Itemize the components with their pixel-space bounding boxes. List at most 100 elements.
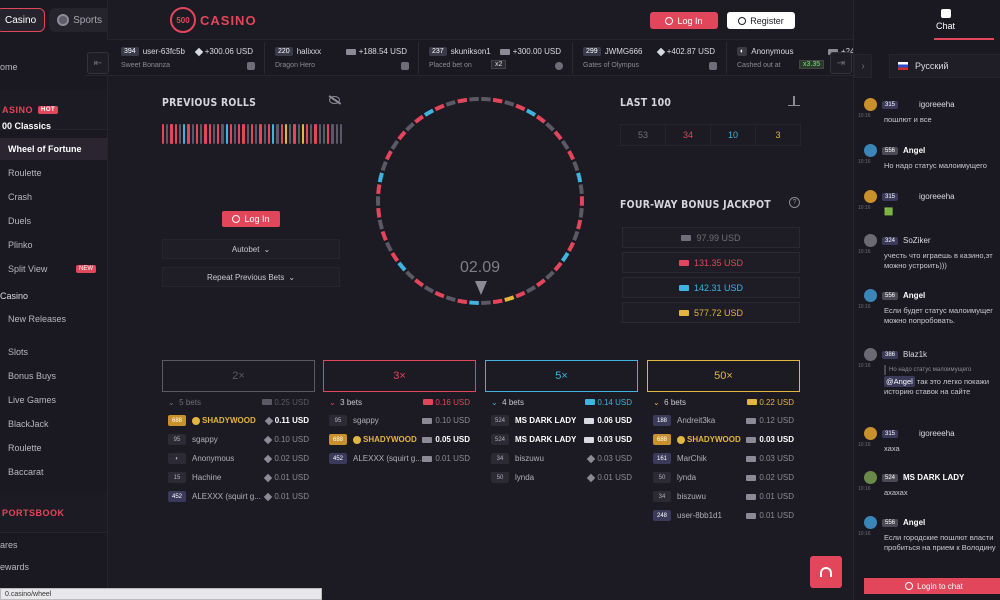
avatar[interactable] (864, 348, 877, 361)
sidebar-item-label: Roulette (8, 168, 42, 178)
sidebar-item-new-releases[interactable]: New Releases (0, 308, 107, 330)
avatar[interactable] (864, 234, 877, 247)
avatar[interactable] (864, 427, 877, 440)
ticker-card[interactable]: 220 halixxx +188.54 USD Dragon Hero (269, 42, 419, 74)
help-icon[interactable]: ? (789, 197, 800, 208)
sidebar-casino-section[interactable]: Casino (0, 285, 100, 307)
message-username[interactable]: Angel (903, 291, 926, 300)
bet-column-button[interactable]: 2× (162, 360, 315, 392)
ticker-card[interactable]: 237 skunikson1 +300.00 USD Placed bet on x2 (423, 42, 573, 74)
bet-column-button[interactable]: 3× (323, 360, 476, 392)
previous-rolls-bar (162, 124, 343, 144)
level-badge: 315 (882, 429, 899, 438)
avatar[interactable] (864, 516, 877, 529)
bets-count[interactable]: ⌄ 5 bets (168, 398, 201, 407)
avatar[interactable] (864, 289, 877, 302)
bet-row: 524 MS DARK LADY 0.03 USD (485, 430, 638, 449)
bettor-name: ALEXXX (squirt g... (192, 492, 261, 501)
login-icon (665, 16, 674, 25)
bettor-name: sgappy (192, 435, 218, 444)
mode-sports-button[interactable]: Sports (49, 8, 107, 32)
jackpot-blue: 142.31 USD (622, 277, 800, 298)
bet-row: 50 lynda 0.01 USD (485, 468, 638, 487)
ticker-card[interactable]: 394 user-63fc5b +300.06 USD Sweet Bonanza (115, 42, 265, 74)
hot-badge: HOT (38, 105, 59, 114)
sidebar-item-roulette-live[interactable]: Roulette (0, 437, 107, 459)
bets-count-text: 6 bets (664, 398, 686, 407)
ticker-card[interactable]: 299 JWMG666 +402.87 USD Gates of Olympus (577, 42, 727, 74)
autobet-dropdown[interactable]: Autobet ⌄ (162, 239, 340, 259)
roll-mark (293, 124, 296, 144)
sidebar-item-plinko[interactable]: Plinko (0, 234, 107, 256)
level-badge: 524 (491, 415, 509, 426)
sidebar-item-home[interactable]: ome (0, 56, 100, 78)
roll-mark (263, 124, 266, 144)
bets-count[interactable]: ⌄ 4 bets (491, 398, 524, 407)
message-username[interactable]: Angel (903, 518, 926, 527)
sidebar-item-live-games[interactable]: Live Games (0, 389, 107, 411)
cash-icon (746, 436, 757, 443)
header-login-button[interactable]: Log In (650, 12, 718, 29)
bet-column-button[interactable]: 50× (647, 360, 800, 392)
ticker-next-arrow[interactable]: ⇥ (830, 52, 852, 74)
tab-chat[interactable]: Chat (936, 9, 955, 31)
message-time: 10:16 (858, 486, 871, 492)
support-button[interactable] (810, 556, 842, 588)
sidebar-sportsbook-header[interactable]: PORTSBOOK﹀ (0, 493, 107, 533)
sidebar-item-slots[interactable]: Slots (0, 341, 107, 363)
wheel-segment (567, 241, 575, 252)
sidebar-item-split-view[interactable]: Split View NEW (0, 258, 107, 280)
sidebar-item-duels[interactable]: Duels (0, 210, 107, 232)
avatar[interactable] (864, 144, 877, 157)
sidebar-item-crash[interactable]: Crash (0, 186, 107, 208)
header-register-button[interactable]: Register (727, 12, 795, 29)
message-username[interactable]: igoreeeha (919, 192, 955, 201)
roll-mark (242, 124, 245, 144)
roll-mark (246, 124, 249, 144)
message-username[interactable]: igoreeeha (919, 429, 955, 438)
roll-mark (255, 124, 258, 144)
avatar[interactable] (864, 98, 877, 111)
login-to-chat-button[interactable]: Login to chat (864, 578, 1000, 594)
bets-count[interactable]: ⌄ 3 bets (329, 398, 362, 407)
eye-off-icon[interactable] (329, 96, 340, 104)
sidebar-item-baccarat[interactable]: Baccarat (0, 461, 107, 483)
bets-count[interactable]: ⌄ 6 bets (653, 398, 686, 407)
message-username[interactable]: igoreeeha (919, 100, 955, 109)
level-badge: 556 (882, 518, 899, 527)
message-time: 10:16 (858, 205, 871, 211)
message-username[interactable]: SoZiker (903, 236, 931, 245)
roll-mark (284, 124, 288, 144)
wheel-segment (553, 130, 563, 141)
sidebar-item-wheel-of-fortune[interactable]: Wheel of Fortune (0, 138, 107, 160)
bet-column-button[interactable]: 5× (485, 360, 638, 392)
repeat-bets-dropdown[interactable]: Repeat Previous Bets ⌄ (162, 267, 340, 287)
sidebar-item-blackjack[interactable]: BlackJack (0, 413, 107, 435)
chat-collapse-arrow[interactable]: › (854, 54, 872, 78)
avatar[interactable] (864, 471, 877, 484)
roll-mark (217, 124, 220, 144)
logo-text: CASINO (200, 12, 257, 28)
message-username[interactable]: MS DARK LADY (903, 473, 965, 482)
balance-scale-icon[interactable] (788, 96, 800, 106)
game-login-button[interactable]: Log In (222, 211, 280, 227)
sidebar-item-ares[interactable]: ares (0, 534, 100, 556)
chevron-down-icon: ⌄ (263, 244, 271, 254)
message-username[interactable]: Angel (903, 146, 926, 155)
mention-tag[interactable]: @Angel (884, 376, 915, 387)
avatar[interactable] (864, 190, 877, 203)
roll-mark (305, 124, 309, 144)
sidebar-item-roulette[interactable]: Roulette (0, 162, 107, 184)
ticker-prev-arrow[interactable]: ⇤ (87, 52, 109, 74)
site-logo[interactable]: 500 CASINO (170, 7, 257, 33)
language-selector[interactable]: Русский (889, 54, 1000, 78)
ticker-card[interactable]: ◐Anonymous +241 Cashed out at x3.35 (731, 42, 853, 74)
bettor-name: SHADYWOOD (202, 416, 256, 425)
sidebar-item-bonus-buys[interactable]: Bonus Buys (0, 365, 107, 387)
sidebar-item-rewards[interactable]: ewards (0, 556, 100, 578)
message-username[interactable]: Blaz1k (903, 350, 928, 359)
level-badge: 556 (882, 146, 899, 155)
mode-casino-button[interactable]: Casino (0, 8, 46, 32)
level-badge: 315 (882, 100, 899, 109)
